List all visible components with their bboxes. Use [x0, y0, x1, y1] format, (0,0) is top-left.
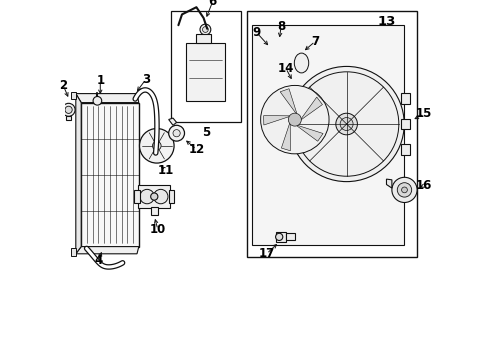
Bar	[138, 185, 171, 208]
Circle shape	[65, 106, 72, 113]
Text: 8: 8	[277, 21, 285, 33]
Bar	[151, 207, 158, 215]
Text: 2: 2	[59, 79, 67, 92]
Circle shape	[288, 113, 301, 126]
Circle shape	[402, 187, 407, 193]
Polygon shape	[280, 89, 297, 113]
Bar	[66, 116, 72, 120]
Polygon shape	[76, 94, 81, 254]
Circle shape	[269, 56, 286, 74]
Text: 5: 5	[202, 126, 210, 139]
Circle shape	[202, 27, 208, 32]
Circle shape	[62, 103, 75, 116]
Text: 10: 10	[150, 223, 166, 236]
Text: 11: 11	[158, 164, 174, 177]
Circle shape	[286, 52, 308, 74]
Ellipse shape	[294, 53, 309, 73]
Polygon shape	[72, 92, 76, 99]
Polygon shape	[72, 248, 76, 256]
Circle shape	[291, 57, 304, 69]
Circle shape	[152, 141, 161, 150]
Circle shape	[340, 117, 353, 130]
Circle shape	[153, 189, 168, 204]
Bar	[196, 34, 211, 43]
Polygon shape	[297, 125, 323, 141]
Polygon shape	[264, 116, 290, 125]
Bar	[286, 233, 294, 240]
Circle shape	[140, 129, 174, 163]
Circle shape	[140, 189, 154, 204]
Bar	[271, 41, 284, 56]
Circle shape	[275, 233, 283, 240]
Polygon shape	[169, 118, 176, 125]
Circle shape	[261, 85, 329, 154]
Circle shape	[397, 183, 412, 197]
Bar	[134, 190, 140, 203]
Circle shape	[289, 66, 404, 181]
Circle shape	[169, 125, 185, 141]
Circle shape	[264, 51, 291, 78]
Circle shape	[93, 96, 102, 105]
Circle shape	[200, 24, 211, 35]
Circle shape	[151, 193, 158, 200]
Text: 7: 7	[311, 35, 319, 48]
Circle shape	[173, 130, 180, 137]
Text: 15: 15	[416, 107, 433, 121]
Polygon shape	[81, 103, 139, 247]
Text: 1: 1	[96, 75, 104, 87]
Text: 6: 6	[208, 0, 217, 8]
Bar	[186, 43, 225, 101]
Text: 16: 16	[416, 179, 433, 192]
Bar	[171, 11, 242, 122]
Polygon shape	[76, 94, 139, 103]
Bar	[294, 45, 301, 52]
Text: 9: 9	[252, 26, 261, 39]
Circle shape	[392, 177, 417, 202]
Bar	[401, 94, 410, 104]
Polygon shape	[281, 123, 291, 151]
Text: 13: 13	[377, 15, 395, 28]
Bar	[252, 25, 404, 245]
Text: 4: 4	[94, 255, 102, 267]
Bar	[401, 119, 410, 130]
Text: 14: 14	[278, 62, 294, 75]
Bar	[401, 144, 410, 155]
Bar	[247, 11, 417, 257]
Circle shape	[336, 113, 357, 135]
Text: 17: 17	[259, 247, 275, 260]
Bar	[169, 190, 174, 203]
Bar	[275, 232, 286, 242]
Polygon shape	[387, 179, 392, 188]
Text: 12: 12	[188, 143, 204, 156]
Polygon shape	[76, 247, 139, 254]
Polygon shape	[301, 97, 322, 120]
Text: 3: 3	[142, 73, 150, 86]
